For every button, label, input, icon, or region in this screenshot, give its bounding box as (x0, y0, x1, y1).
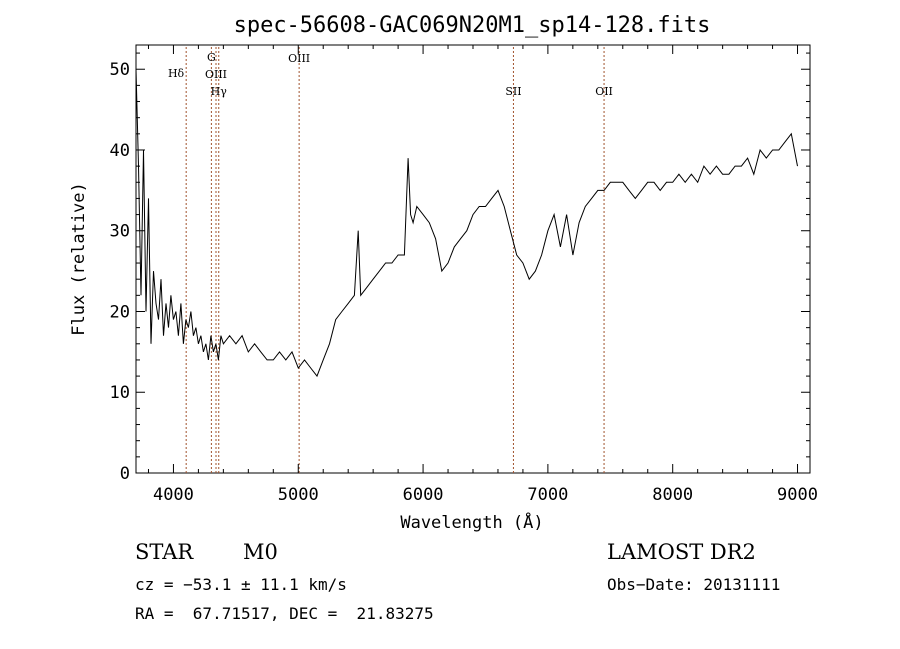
y-tick-label: 20 (110, 302, 130, 322)
y-tick-label: 30 (110, 222, 130, 242)
spectral-line-label: Hγ (211, 85, 228, 98)
x-tick-label: 7000 (527, 485, 568, 505)
spectral-line-label: OIII (205, 68, 227, 81)
spectral-line-label: OIII (288, 52, 310, 65)
object-class: STAR (135, 540, 194, 564)
y-tick-label: 40 (110, 141, 130, 161)
y-tick-label: 10 (110, 383, 130, 403)
survey-name: LAMOST DR2 (607, 540, 756, 564)
spectrum-line (135, 69, 798, 378)
spectral-line-label: OII (595, 85, 613, 98)
x-tick-label: 5000 (278, 485, 319, 505)
x-tick-label: 9000 (777, 485, 818, 505)
spectral-line-label: G (207, 51, 216, 64)
chart-title: spec-56608-GAC069N20M1_sp14-128.fits (234, 13, 711, 38)
x-tick-label: 8000 (652, 485, 693, 505)
redshift-readout: cz = −53.1 ± 11.1 km/s (135, 575, 347, 594)
y-axis-label: Flux (relative) (69, 182, 89, 336)
x-axis-label: Wavelength (Å) (400, 511, 543, 533)
observation-date: Obs−Date: 20131111 (607, 575, 781, 594)
y-tick-label: 0 (120, 464, 130, 484)
x-tick-label: 6000 (403, 485, 444, 505)
spectral-line-label: SII (505, 85, 521, 98)
y-tick-label: 50 (110, 60, 130, 80)
spectral-line-label: Hδ (168, 67, 185, 80)
x-tick-label: 4000 (153, 485, 194, 505)
plot-frame (135, 44, 811, 474)
spectral-line-markers: Hδ G OIII Hγ OIII SII OII (168, 47, 613, 473)
coordinates-readout: RA = 67.71517, DEC = 21.83275 (135, 604, 434, 623)
object-subclass: M0 (243, 540, 278, 564)
